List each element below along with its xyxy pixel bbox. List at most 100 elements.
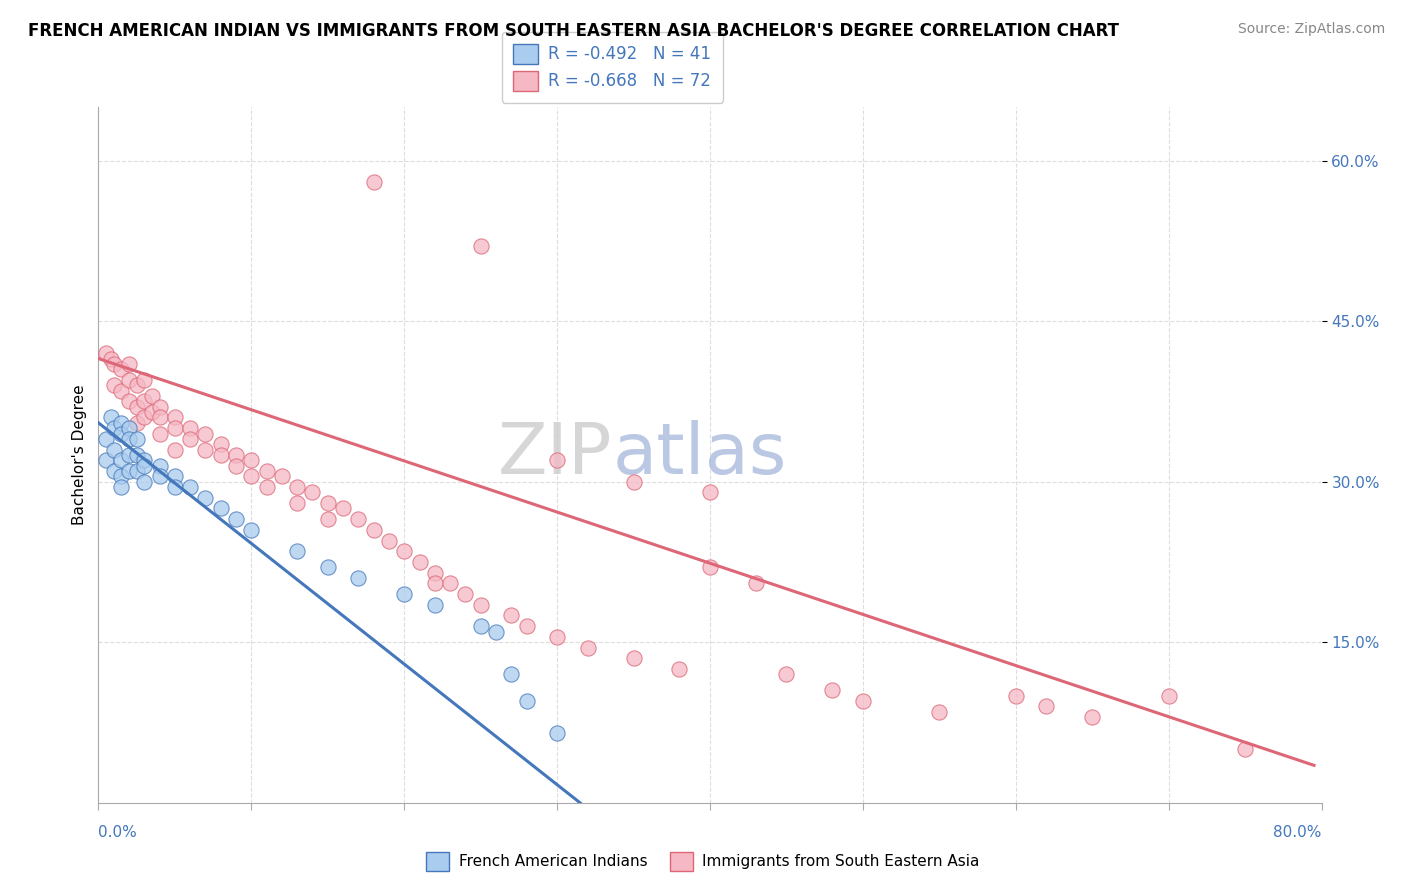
Point — [316, 496, 339, 510]
Text: FRENCH AMERICAN INDIAN VS IMMIGRANTS FROM SOUTH EASTERN ASIA BACHELOR'S DEGREE C: FRENCH AMERICAN INDIAN VS IMMIGRANTS FRO… — [28, 22, 1119, 40]
Point — [125, 464, 148, 478]
Point — [110, 362, 132, 376]
Point — [179, 421, 201, 435]
Point — [1081, 710, 1104, 724]
Point — [100, 410, 122, 425]
Legend: French American Indians, Immigrants from South Eastern Asia: French American Indians, Immigrants from… — [418, 843, 988, 880]
Point — [332, 501, 354, 516]
Point — [94, 346, 117, 360]
Point — [775, 667, 797, 681]
Point — [225, 448, 247, 462]
Point — [100, 351, 122, 366]
Point — [363, 175, 385, 189]
Point — [516, 619, 538, 633]
Point — [699, 485, 721, 500]
Point — [149, 410, 172, 425]
Text: Source: ZipAtlas.com: Source: ZipAtlas.com — [1237, 22, 1385, 37]
Point — [378, 533, 401, 548]
Point — [118, 464, 141, 478]
Point — [256, 464, 278, 478]
Point — [134, 373, 156, 387]
Point — [546, 453, 568, 467]
Text: ZIP: ZIP — [498, 420, 612, 490]
Point — [134, 394, 156, 409]
Point — [103, 378, 125, 392]
Point — [125, 378, 148, 392]
Point — [179, 480, 201, 494]
Point — [163, 469, 186, 483]
Point — [423, 598, 446, 612]
Point — [118, 373, 141, 387]
Point — [149, 469, 172, 483]
Text: 80.0%: 80.0% — [1274, 825, 1322, 840]
Point — [194, 491, 217, 505]
Point — [134, 453, 156, 467]
Point — [1157, 689, 1180, 703]
Point — [821, 683, 844, 698]
Point — [516, 694, 538, 708]
Point — [179, 14, 201, 29]
Point — [94, 453, 117, 467]
Legend: R = -0.492   N = 41, R = -0.668   N = 72: R = -0.492 N = 41, R = -0.668 N = 72 — [502, 32, 723, 103]
Point — [1035, 699, 1057, 714]
Point — [110, 384, 132, 398]
Point — [423, 576, 446, 591]
Point — [134, 458, 156, 473]
Point — [225, 458, 247, 473]
Point — [118, 394, 141, 409]
Point — [125, 448, 148, 462]
Point — [316, 512, 339, 526]
Point — [347, 512, 370, 526]
Point — [240, 523, 263, 537]
Point — [576, 640, 599, 655]
Point — [118, 432, 141, 446]
Point — [392, 544, 416, 558]
Point — [546, 630, 568, 644]
Point — [852, 694, 875, 708]
Point — [110, 426, 132, 441]
Point — [347, 571, 370, 585]
Point — [134, 475, 156, 489]
Point — [408, 555, 430, 569]
Point — [163, 480, 186, 494]
Point — [240, 469, 263, 483]
Point — [163, 442, 186, 457]
Point — [209, 501, 232, 516]
Point — [225, 512, 247, 526]
Point — [103, 464, 125, 478]
Y-axis label: Bachelor's Degree: Bachelor's Degree — [72, 384, 87, 525]
Point — [1234, 742, 1257, 756]
Point — [163, 410, 186, 425]
Point — [149, 426, 172, 441]
Text: 0.0%: 0.0% — [98, 825, 138, 840]
Point — [301, 485, 323, 500]
Point — [256, 480, 278, 494]
Point — [134, 410, 156, 425]
Point — [1004, 689, 1026, 703]
Point — [149, 400, 172, 414]
Point — [285, 496, 308, 510]
Point — [125, 400, 148, 414]
Point — [141, 405, 163, 419]
Point — [928, 705, 950, 719]
Point — [209, 448, 232, 462]
Point — [110, 416, 132, 430]
Point — [501, 667, 523, 681]
Point — [316, 560, 339, 574]
Point — [285, 480, 308, 494]
Point — [179, 432, 201, 446]
Point — [470, 598, 492, 612]
Point — [118, 357, 141, 371]
Point — [501, 608, 523, 623]
Point — [470, 619, 492, 633]
Point — [454, 587, 477, 601]
Point — [125, 432, 148, 446]
Point — [439, 576, 461, 591]
Point — [745, 576, 768, 591]
Point — [623, 651, 645, 665]
Point — [363, 523, 385, 537]
Point — [110, 469, 132, 483]
Point — [103, 357, 125, 371]
Point — [194, 426, 217, 441]
Point — [699, 560, 721, 574]
